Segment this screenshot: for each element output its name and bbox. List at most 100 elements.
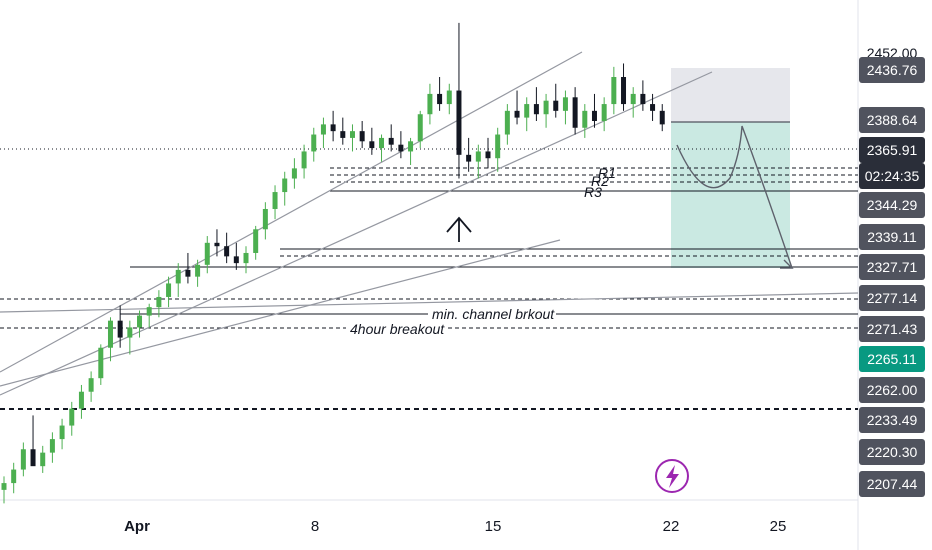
min-channel-label: min. channel brkout (432, 306, 555, 322)
projection-path[interactable] (676, 125, 793, 269)
price-tag-bg (859, 163, 925, 189)
candle-body[interactable] (340, 131, 346, 138)
candle-body[interactable] (524, 104, 530, 118)
x-tick-15: 15 (485, 518, 502, 535)
candle-body[interactable] (398, 144, 404, 152)
candle-body[interactable] (533, 104, 539, 115)
candle-body[interactable] (514, 110, 520, 118)
price-tag-bg (859, 107, 925, 133)
candle-body[interactable] (20, 449, 26, 470)
price-tag-bg (859, 285, 925, 311)
candle-body[interactable] (204, 242, 210, 265)
candle-body[interactable] (630, 93, 636, 105)
price-tag-label: 2233.49 (867, 412, 918, 428)
candle-body[interactable] (253, 229, 259, 253)
candle-body[interactable] (485, 151, 491, 159)
candle-body[interactable] (98, 347, 104, 379)
candle-body[interactable] (650, 104, 656, 111)
candle-body[interactable] (224, 246, 230, 257)
candle-body[interactable] (166, 283, 172, 297)
up-arrow-icon[interactable] (446, 216, 472, 242)
lightning-icon[interactable] (655, 459, 689, 493)
target-zone[interactable] (671, 122, 790, 268)
candle-body[interactable] (320, 124, 326, 135)
candle-body[interactable] (107, 320, 113, 348)
candle-body[interactable] (572, 97, 578, 128)
candle-body[interactable] (562, 97, 568, 111)
candle-body[interactable] (185, 269, 191, 277)
channel-upper-line[interactable] (0, 51, 583, 373)
candle-body[interactable] (601, 104, 607, 121)
candle-body[interactable] (369, 141, 375, 149)
price-tag-bg (859, 377, 925, 403)
stop-zone[interactable] (671, 68, 790, 122)
candle-body[interactable] (611, 77, 617, 105)
candle-body[interactable] (282, 178, 288, 193)
four-hour-label-bg (346, 321, 446, 336)
four-hour-label: 4hour breakout (350, 321, 445, 337)
candle-body[interactable] (446, 90, 452, 105)
candle-body[interactable] (582, 110, 588, 128)
x-tick-22: 22 (663, 518, 680, 535)
candle-body[interactable] (195, 264, 201, 277)
candle-body[interactable] (69, 408, 75, 426)
candle-body[interactable] (49, 439, 55, 453)
candle-body[interactable] (301, 151, 307, 169)
candle-body[interactable] (495, 134, 501, 159)
candle-body[interactable] (127, 327, 133, 338)
candle-body[interactable] (475, 151, 481, 162)
candle-body[interactable] (262, 208, 268, 230)
candle-body[interactable] (388, 137, 394, 145)
candle-body[interactable] (417, 114, 423, 142)
candle-body[interactable] (427, 93, 433, 115)
candle-body[interactable] (146, 307, 152, 316)
lower-trend-line[interactable] (0, 239, 561, 387)
candle-body[interactable] (504, 110, 510, 135)
candle-body[interactable] (553, 100, 559, 111)
candle-body[interactable] (640, 93, 646, 105)
candle-body[interactable] (311, 134, 317, 152)
candle-body[interactable] (359, 131, 365, 142)
candle-body[interactable] (543, 100, 549, 115)
candle-body[interactable] (1, 483, 7, 490)
candle-body[interactable] (243, 252, 249, 264)
price-tag-bg (859, 471, 925, 497)
candle-body[interactable] (137, 315, 143, 328)
candle-body[interactable] (437, 93, 443, 105)
min-channel-label-bg (428, 306, 556, 321)
candle-body[interactable] (156, 296, 162, 308)
candle-body[interactable] (349, 131, 355, 138)
candle-body[interactable] (40, 452, 46, 467)
candle-body[interactable] (214, 242, 220, 247)
x-tick-apr: Apr (124, 518, 150, 535)
candles-series[interactable] (1, 22, 665, 504)
candle-body[interactable] (591, 110, 597, 121)
price-scale-labels[interactable]: 2452.002436.762388.642365.9102:24:352344… (859, 45, 925, 497)
breakout-trend-line[interactable] (0, 292, 859, 313)
candle-body[interactable] (88, 378, 94, 392)
price-tag-label: 2339.11 (867, 229, 917, 245)
candle-body[interactable] (175, 269, 181, 284)
candle-body[interactable] (78, 391, 84, 409)
candle-body[interactable] (621, 77, 627, 105)
candle-body[interactable] (30, 449, 36, 467)
candle-body[interactable] (117, 320, 123, 338)
price-tag-label: 2344.29 (867, 197, 918, 213)
candle-body[interactable] (272, 192, 278, 209)
candle-body[interactable] (456, 90, 462, 155)
price-tag-label: 02:24:35 (865, 168, 920, 184)
candle-body[interactable] (11, 469, 17, 484)
candle-body[interactable] (408, 141, 414, 152)
candle-body[interactable] (59, 425, 65, 440)
candle-body[interactable] (330, 124, 336, 132)
channel-lower-line[interactable] (0, 71, 713, 396)
price-tag-bg (859, 407, 925, 433)
candle-body[interactable] (291, 168, 297, 179)
candle-body[interactable] (659, 110, 665, 125)
price-tag-label: 2220.30 (867, 444, 918, 460)
price-tag-label: 2388.64 (867, 112, 918, 128)
candle-body[interactable] (466, 154, 472, 162)
candle-body[interactable] (379, 137, 385, 149)
candle-body[interactable] (233, 256, 239, 264)
